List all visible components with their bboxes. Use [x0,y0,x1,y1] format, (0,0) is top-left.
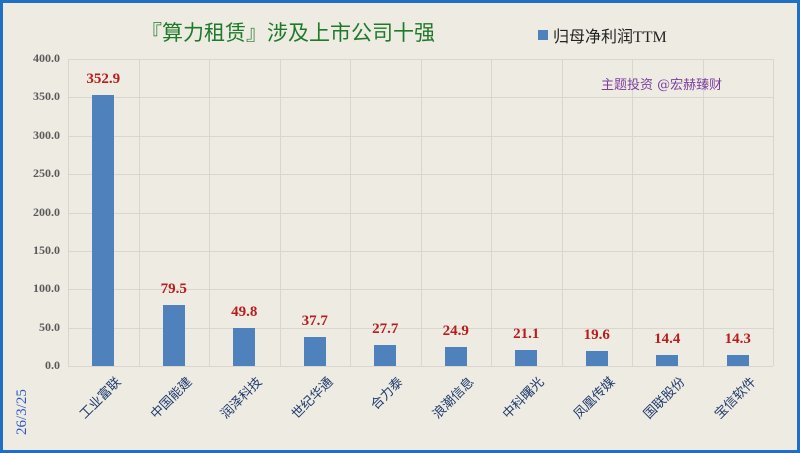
gridline-vertical [703,59,704,366]
bar [444,346,467,366]
bar [726,355,749,366]
bar-value-label: 24.9 [442,322,469,339]
bar [515,349,538,366]
date-stamp: 26/3/25 [14,389,30,435]
gridline-horizontal [68,289,773,291]
y-tick-label: 50.0 [39,319,60,334]
gridline-horizontal [68,174,773,176]
bar-value-label: 352.9 [86,71,121,88]
y-tick-label: 400.0 [33,51,60,65]
bar-value-label: 49.8 [231,303,258,320]
bar-value-label: 19.6 [583,326,610,343]
legend-label: 归母净利润TTM [553,29,667,46]
plot-area: 352.9 79.5 49.8 37.7 27.7 24.9 21.1 19.6 14.4 14.… [68,59,774,367]
chart-title: 『算力租赁』涉及上市公司十强 [141,21,435,45]
bar-value-label: 27.7 [372,320,399,337]
gridline-vertical [209,59,210,366]
bar [92,95,115,366]
y-tick-label: 200.0 [33,204,60,219]
bar-value-label: 37.7 [301,313,328,330]
gridline-horizontal [68,97,773,99]
gridline-vertical [139,59,140,366]
gridline-horizontal [68,327,773,329]
gridline-vertical [280,59,281,366]
bar [656,354,679,366]
gridline-horizontal [68,250,773,252]
gridline-vertical [562,59,563,366]
bar [233,327,256,366]
legend-swatch-icon [538,30,548,40]
bar-value-label: 14.4 [654,330,681,347]
gridline-horizontal [68,212,773,214]
bar-value-label: 79.5 [160,280,187,297]
legend: 归母净利润TTM [538,23,667,47]
y-tick-label: 150.0 [33,242,60,257]
gridline-vertical [491,59,492,366]
y-tick-label: 0.0 [45,358,60,372]
bar [585,350,608,366]
y-tick-label: 100.0 [33,281,60,296]
bar [374,344,397,366]
gridline-vertical [68,59,69,366]
y-tick-label: 350.0 [33,89,60,104]
gridline-vertical [632,59,633,366]
bar [303,337,326,366]
gridline-horizontal [68,59,773,60]
gridline-vertical [773,59,774,366]
y-tick-label: 250.0 [33,166,60,181]
gridline-vertical [350,59,351,366]
gridline-horizontal [68,135,773,137]
gridline-vertical [421,59,422,366]
bar [162,304,185,366]
gridline-horizontal [68,366,773,367]
bar-value-label: 14.3 [724,331,751,348]
bar-value-label: 21.1 [513,325,540,342]
watermark: 主题投资 @宏赫臻财 [601,78,723,93]
y-tick-label: 300.0 [33,127,60,142]
